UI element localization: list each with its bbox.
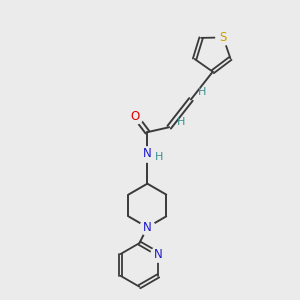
Text: O: O [131,110,140,123]
Text: H: H [155,152,164,162]
Text: H: H [198,86,206,97]
Text: S: S [220,31,227,44]
Text: N: N [154,248,163,260]
Text: N: N [143,148,152,160]
Text: N: N [143,221,152,234]
Text: H: H [177,117,185,127]
